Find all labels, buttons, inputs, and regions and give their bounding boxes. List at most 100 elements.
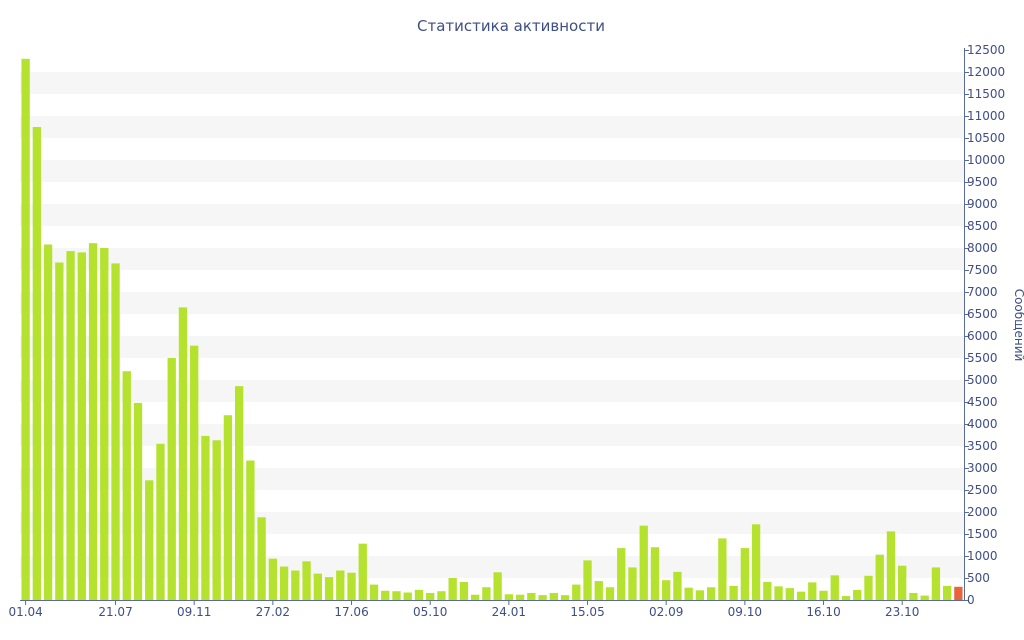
- y-tick-label: 6500: [967, 307, 998, 321]
- y-tick-label: 12500: [967, 43, 1005, 57]
- y-tick-label: 4000: [967, 417, 998, 431]
- x-tick-label: 16.10: [806, 605, 840, 619]
- grid-band: [20, 160, 964, 182]
- y-tick-label: 2500: [967, 483, 998, 497]
- bar: [145, 480, 154, 600]
- x-tick-label: 09.11: [177, 605, 211, 619]
- y-tick-label: 4500: [967, 395, 998, 409]
- bar: [324, 577, 334, 600]
- grid-band: [20, 468, 964, 490]
- y-tick-label: 8500: [967, 219, 998, 233]
- bar: [21, 58, 30, 601]
- y-tick-label: 5500: [967, 351, 998, 365]
- x-tick-label: 15.05: [570, 605, 604, 619]
- bar: [808, 582, 817, 600]
- bar: [628, 567, 637, 600]
- bar: [594, 581, 603, 600]
- bar: [369, 584, 379, 600]
- bar: [414, 589, 424, 600]
- bar: [751, 524, 761, 600]
- y-tick-label: 12000: [967, 65, 1005, 79]
- grid-band: [20, 556, 964, 578]
- bar: [178, 307, 188, 600]
- y-tick-label: 10500: [967, 131, 1005, 145]
- y-tick-label: 7500: [967, 263, 998, 277]
- x-tick-label: 27.02: [256, 605, 290, 619]
- bar: [100, 248, 109, 600]
- bar: [706, 587, 716, 600]
- y-tick-label: 11500: [967, 87, 1005, 101]
- bar: [43, 244, 53, 601]
- bar: [650, 547, 660, 600]
- y-tick-label: 9000: [967, 197, 998, 211]
- grid-band: [20, 116, 964, 138]
- bar: [684, 587, 693, 600]
- bar: [223, 415, 233, 600]
- bar: [347, 572, 356, 600]
- bar: [886, 531, 896, 600]
- bar: [796, 591, 806, 600]
- bar: [167, 358, 176, 600]
- bar: [864, 575, 873, 600]
- bar: [729, 585, 738, 600]
- bar: [448, 578, 457, 600]
- bar: [875, 554, 884, 600]
- bar: [268, 558, 278, 600]
- bar: [212, 440, 221, 600]
- bar: [774, 586, 783, 600]
- bar: [931, 567, 941, 600]
- bar: [257, 517, 266, 600]
- y-tick-label: 3500: [967, 439, 998, 453]
- grid-band: [20, 380, 964, 402]
- bar: [336, 570, 345, 600]
- y-tick-label: 8000: [967, 241, 998, 255]
- bar: [673, 571, 682, 600]
- y-tick-label: 6000: [967, 329, 998, 343]
- x-axis-ticks: 01.04 21.07 09.11 27.02 17.06 05.10 24.01 15.05…: [8, 600, 919, 619]
- bar: [66, 251, 75, 600]
- y-tick-label: 10000: [967, 153, 1005, 167]
- bar-current: [954, 586, 963, 600]
- bar: [718, 538, 727, 600]
- bar: [898, 565, 907, 600]
- bar: [470, 594, 480, 600]
- y-tick-label: 1000: [967, 549, 998, 563]
- y-tick-label: 1500: [967, 527, 998, 541]
- bar: [122, 371, 131, 600]
- bar: [403, 592, 412, 600]
- bar: [246, 460, 255, 600]
- bar: [605, 587, 615, 600]
- x-tick-label: 24.01: [492, 605, 526, 619]
- bar: [392, 591, 401, 600]
- bar: [538, 595, 547, 600]
- chart-title: Статистика активности: [417, 17, 605, 35]
- y-tick-label: 500: [967, 571, 990, 585]
- bar: [942, 585, 952, 600]
- bar: [313, 573, 322, 600]
- bar: [841, 596, 851, 600]
- bar: [909, 592, 918, 600]
- bar: [279, 566, 289, 600]
- grid-bands: [20, 72, 964, 578]
- bar: [617, 548, 626, 600]
- bar: [55, 262, 64, 600]
- x-tick-label: 23.10: [885, 605, 919, 619]
- bar: [358, 543, 367, 600]
- x-tick-label: 21.07: [98, 605, 132, 619]
- grid-band: [20, 204, 964, 226]
- y-tick-label: 0: [967, 593, 975, 607]
- bar: [77, 252, 86, 600]
- y-axis-ticks: 0 500 1000 1500 2000 2500 3000 3500 4000 4500 5000…: [964, 43, 1005, 607]
- grid-band: [20, 72, 964, 94]
- y-tick-label: 11000: [967, 109, 1005, 123]
- bar: [527, 592, 536, 600]
- bar: [459, 581, 469, 600]
- bar: [639, 525, 648, 600]
- y-tick-label: 2000: [967, 505, 998, 519]
- bar: [560, 595, 570, 600]
- bar: [302, 561, 311, 600]
- x-tick-label: 17.06: [334, 605, 368, 619]
- bar: [437, 591, 446, 600]
- y-tick-label: 5000: [967, 373, 998, 387]
